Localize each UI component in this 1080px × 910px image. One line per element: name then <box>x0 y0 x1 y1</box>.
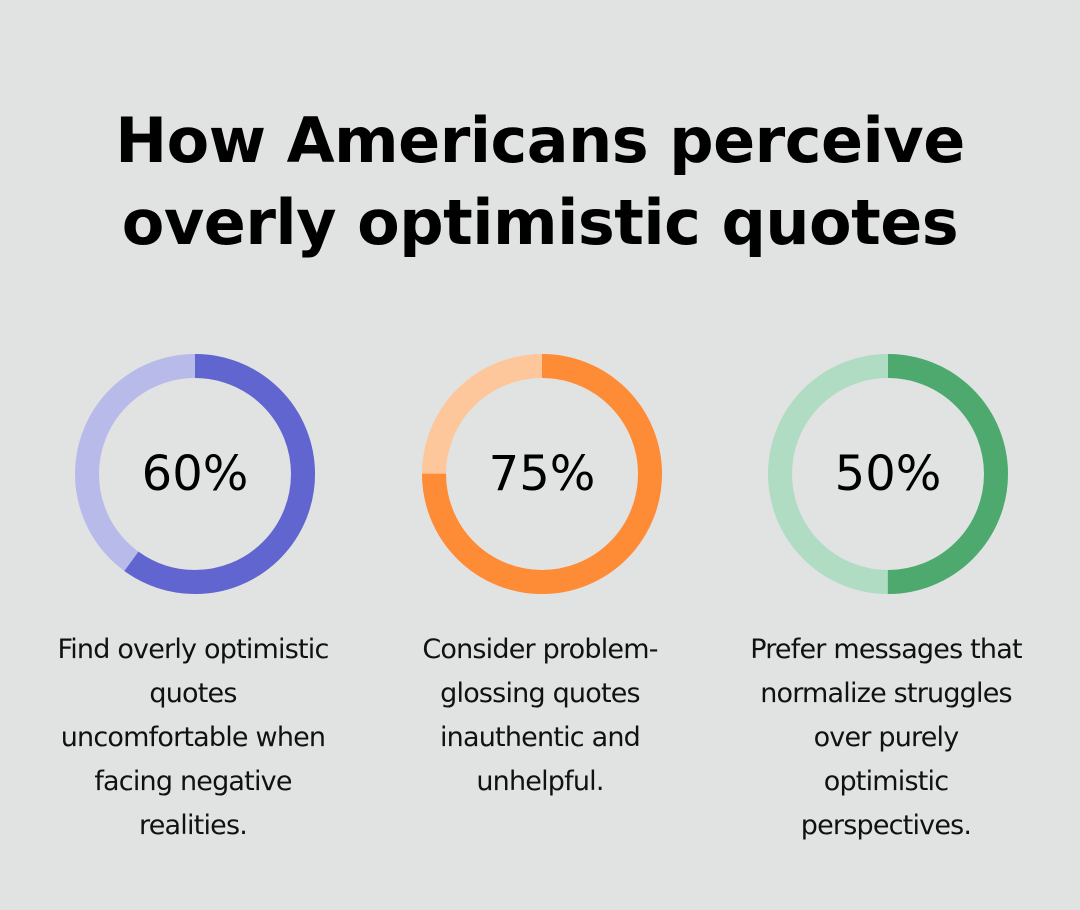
donut-ring <box>420 352 664 596</box>
stat-value: 75% <box>488 446 596 502</box>
stat-value: 60% <box>141 446 249 502</box>
donut-ring <box>766 352 1010 596</box>
stat-value: 50% <box>834 446 942 502</box>
page-title: How Americans perceive overly optimistic… <box>115 104 965 259</box>
donut-ring <box>73 352 317 596</box>
stat-description: Consider problem- glossing quotes inauth… <box>422 634 658 797</box>
stat-description: Prefer messages that normalize struggles… <box>750 634 1022 841</box>
stat-description: Find overly optimistic quotes uncomforta… <box>57 634 329 841</box>
